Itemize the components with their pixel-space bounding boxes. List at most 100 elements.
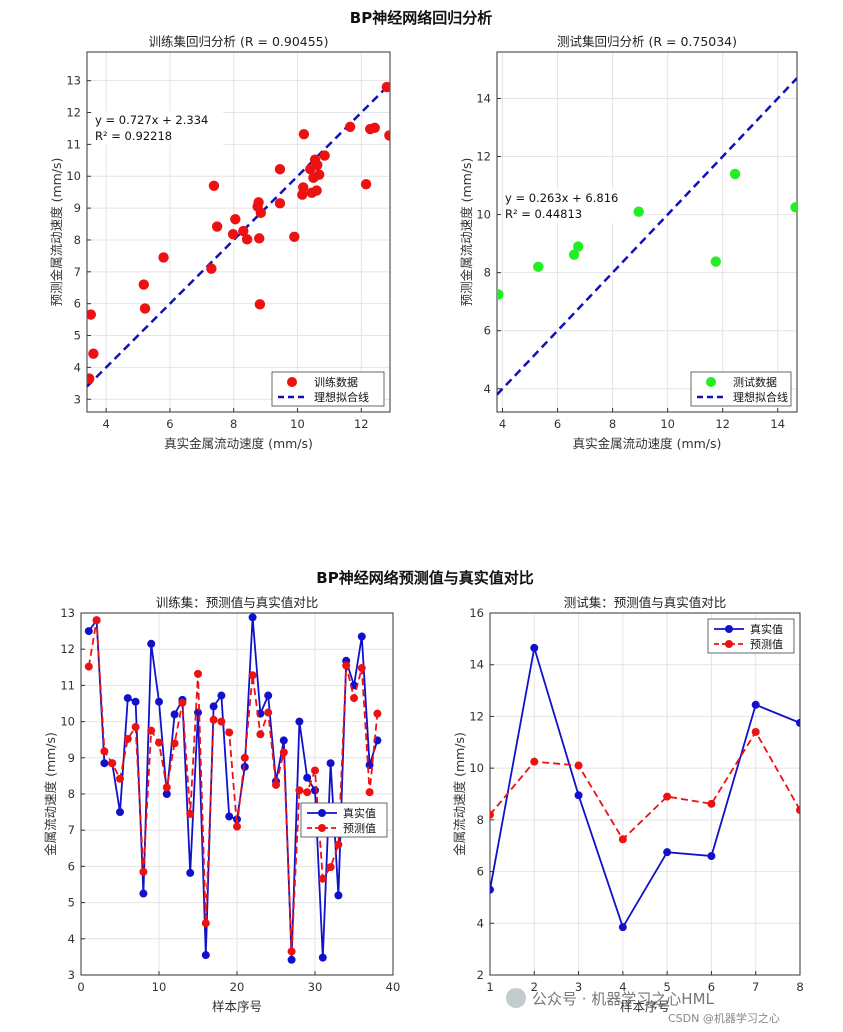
data-point <box>369 122 380 134</box>
y-tick-label: 4 <box>68 932 75 946</box>
data-point <box>254 233 265 244</box>
series-point <box>147 639 156 648</box>
legend-label: 理想拟合线 <box>733 390 788 404</box>
y-tick-label: 7 <box>74 265 81 279</box>
data-point <box>253 197 264 208</box>
series-point <box>100 747 109 756</box>
series-point <box>248 613 257 622</box>
series-point <box>334 891 343 900</box>
y-tick-label: 8 <box>74 233 81 247</box>
data-layer <box>87 81 390 388</box>
series-point <box>357 664 366 673</box>
series-point <box>326 863 335 872</box>
series-point <box>342 661 351 670</box>
series-point <box>279 736 288 745</box>
legend-box <box>707 618 795 654</box>
figure2-title: BP神经网络预测值与真实值对比 <box>316 569 533 587</box>
annotation-box <box>503 189 633 223</box>
y-tick-label: 5 <box>68 896 75 910</box>
x-tick-label: 3 <box>575 980 582 994</box>
y-axis-label: 预测金属流动速度 (mm/s) <box>459 158 474 307</box>
series-point <box>240 762 249 771</box>
legend-marker <box>318 809 326 817</box>
data-point <box>274 164 286 175</box>
x-tick-label: 1 <box>486 980 493 994</box>
series-point <box>170 710 179 719</box>
plot-title: 测试集回归分析 (R = 0.75034) <box>557 34 737 49</box>
legend-marker <box>287 377 297 387</box>
series-point <box>490 810 494 819</box>
y-tick-label: 9 <box>68 751 75 765</box>
x-tick-label: 30 <box>308 980 323 994</box>
r-squared-text: R² = 0.44813 <box>505 207 582 221</box>
data-point <box>241 234 253 245</box>
y-tick-label: 11 <box>60 678 75 692</box>
data-point <box>206 263 217 274</box>
series-point <box>84 662 93 671</box>
y-tick-label: 4 <box>484 382 491 396</box>
x-tick-label: 8 <box>796 980 803 994</box>
series-point <box>233 822 241 831</box>
series-point <box>303 788 312 797</box>
series-point <box>162 783 171 792</box>
y-tick-label: 3 <box>74 392 81 406</box>
x-axis-label: 真实金属流动速度 (mm/s) <box>573 436 722 451</box>
y-tick-label: 14 <box>469 658 484 672</box>
plot-frame <box>489 612 801 976</box>
series-point <box>530 757 539 766</box>
wechat-icon <box>506 988 526 1008</box>
y-tick-label: 10 <box>60 715 75 729</box>
legend-label: 真实值 <box>343 806 376 820</box>
series-point <box>139 889 148 898</box>
series-point <box>100 759 109 768</box>
x-tick-label: 6 <box>708 980 715 994</box>
equation-text: y = 0.727x + 2.334 <box>95 113 208 127</box>
series-point <box>663 848 672 857</box>
plot-title: 训练集回归分析 (R = 0.90455) <box>148 34 328 49</box>
watermark-main: 公众号 · 机器学习之心HML <box>532 990 715 1008</box>
legend-label: 预测值 <box>750 638 783 651</box>
y-tick-label: 10 <box>66 169 81 183</box>
y-tick-label: 9 <box>74 201 81 215</box>
series-point <box>311 766 319 775</box>
ideal-fit-line <box>87 82 390 388</box>
x-tick-label: 5 <box>663 980 670 994</box>
train_regression-plot: 训练集回归分析 (R = 0.90455) 4 6 8 10 12 3 4 5 6 7 8 9 10 11 1… <box>49 34 391 451</box>
series-point <box>178 698 187 707</box>
series-line <box>490 730 800 841</box>
data-point <box>710 256 722 267</box>
x-tick-label: 10 <box>660 417 675 431</box>
series-point <box>209 715 218 724</box>
data-point <box>381 81 390 93</box>
y-axis-label: 金属流动速度 (mm/s) <box>452 732 467 856</box>
series-point <box>295 786 304 795</box>
x-tick-label: 6 <box>554 417 561 431</box>
y-tick-label: 4 <box>477 916 484 930</box>
data-point <box>211 221 223 232</box>
series-point <box>264 691 273 700</box>
series-point <box>334 840 343 849</box>
series-point <box>574 761 583 770</box>
series-point <box>186 809 195 818</box>
x-axis-label: 样本序号 <box>620 999 670 1014</box>
series-point <box>170 739 179 748</box>
series-point <box>272 780 280 789</box>
series-point <box>147 726 156 735</box>
test_regression-plot: 测试集回归分析 (R = 0.75034) 4 6 8 10 12 14 4 6 8 10 12 14 真… <box>459 34 798 451</box>
x-tick-label: 0 <box>77 980 84 994</box>
series-point <box>707 799 716 808</box>
data-point <box>138 279 149 290</box>
y-tick-label: 4 <box>74 360 81 374</box>
series-point <box>155 738 163 747</box>
data-point <box>312 159 323 171</box>
data-point <box>344 121 356 133</box>
y-tick-label: 10 <box>469 761 484 775</box>
data-point <box>158 252 169 263</box>
series-point <box>201 951 210 960</box>
x-tick-label: 2 <box>531 980 538 994</box>
data-point <box>255 207 267 219</box>
series-point <box>618 923 627 932</box>
